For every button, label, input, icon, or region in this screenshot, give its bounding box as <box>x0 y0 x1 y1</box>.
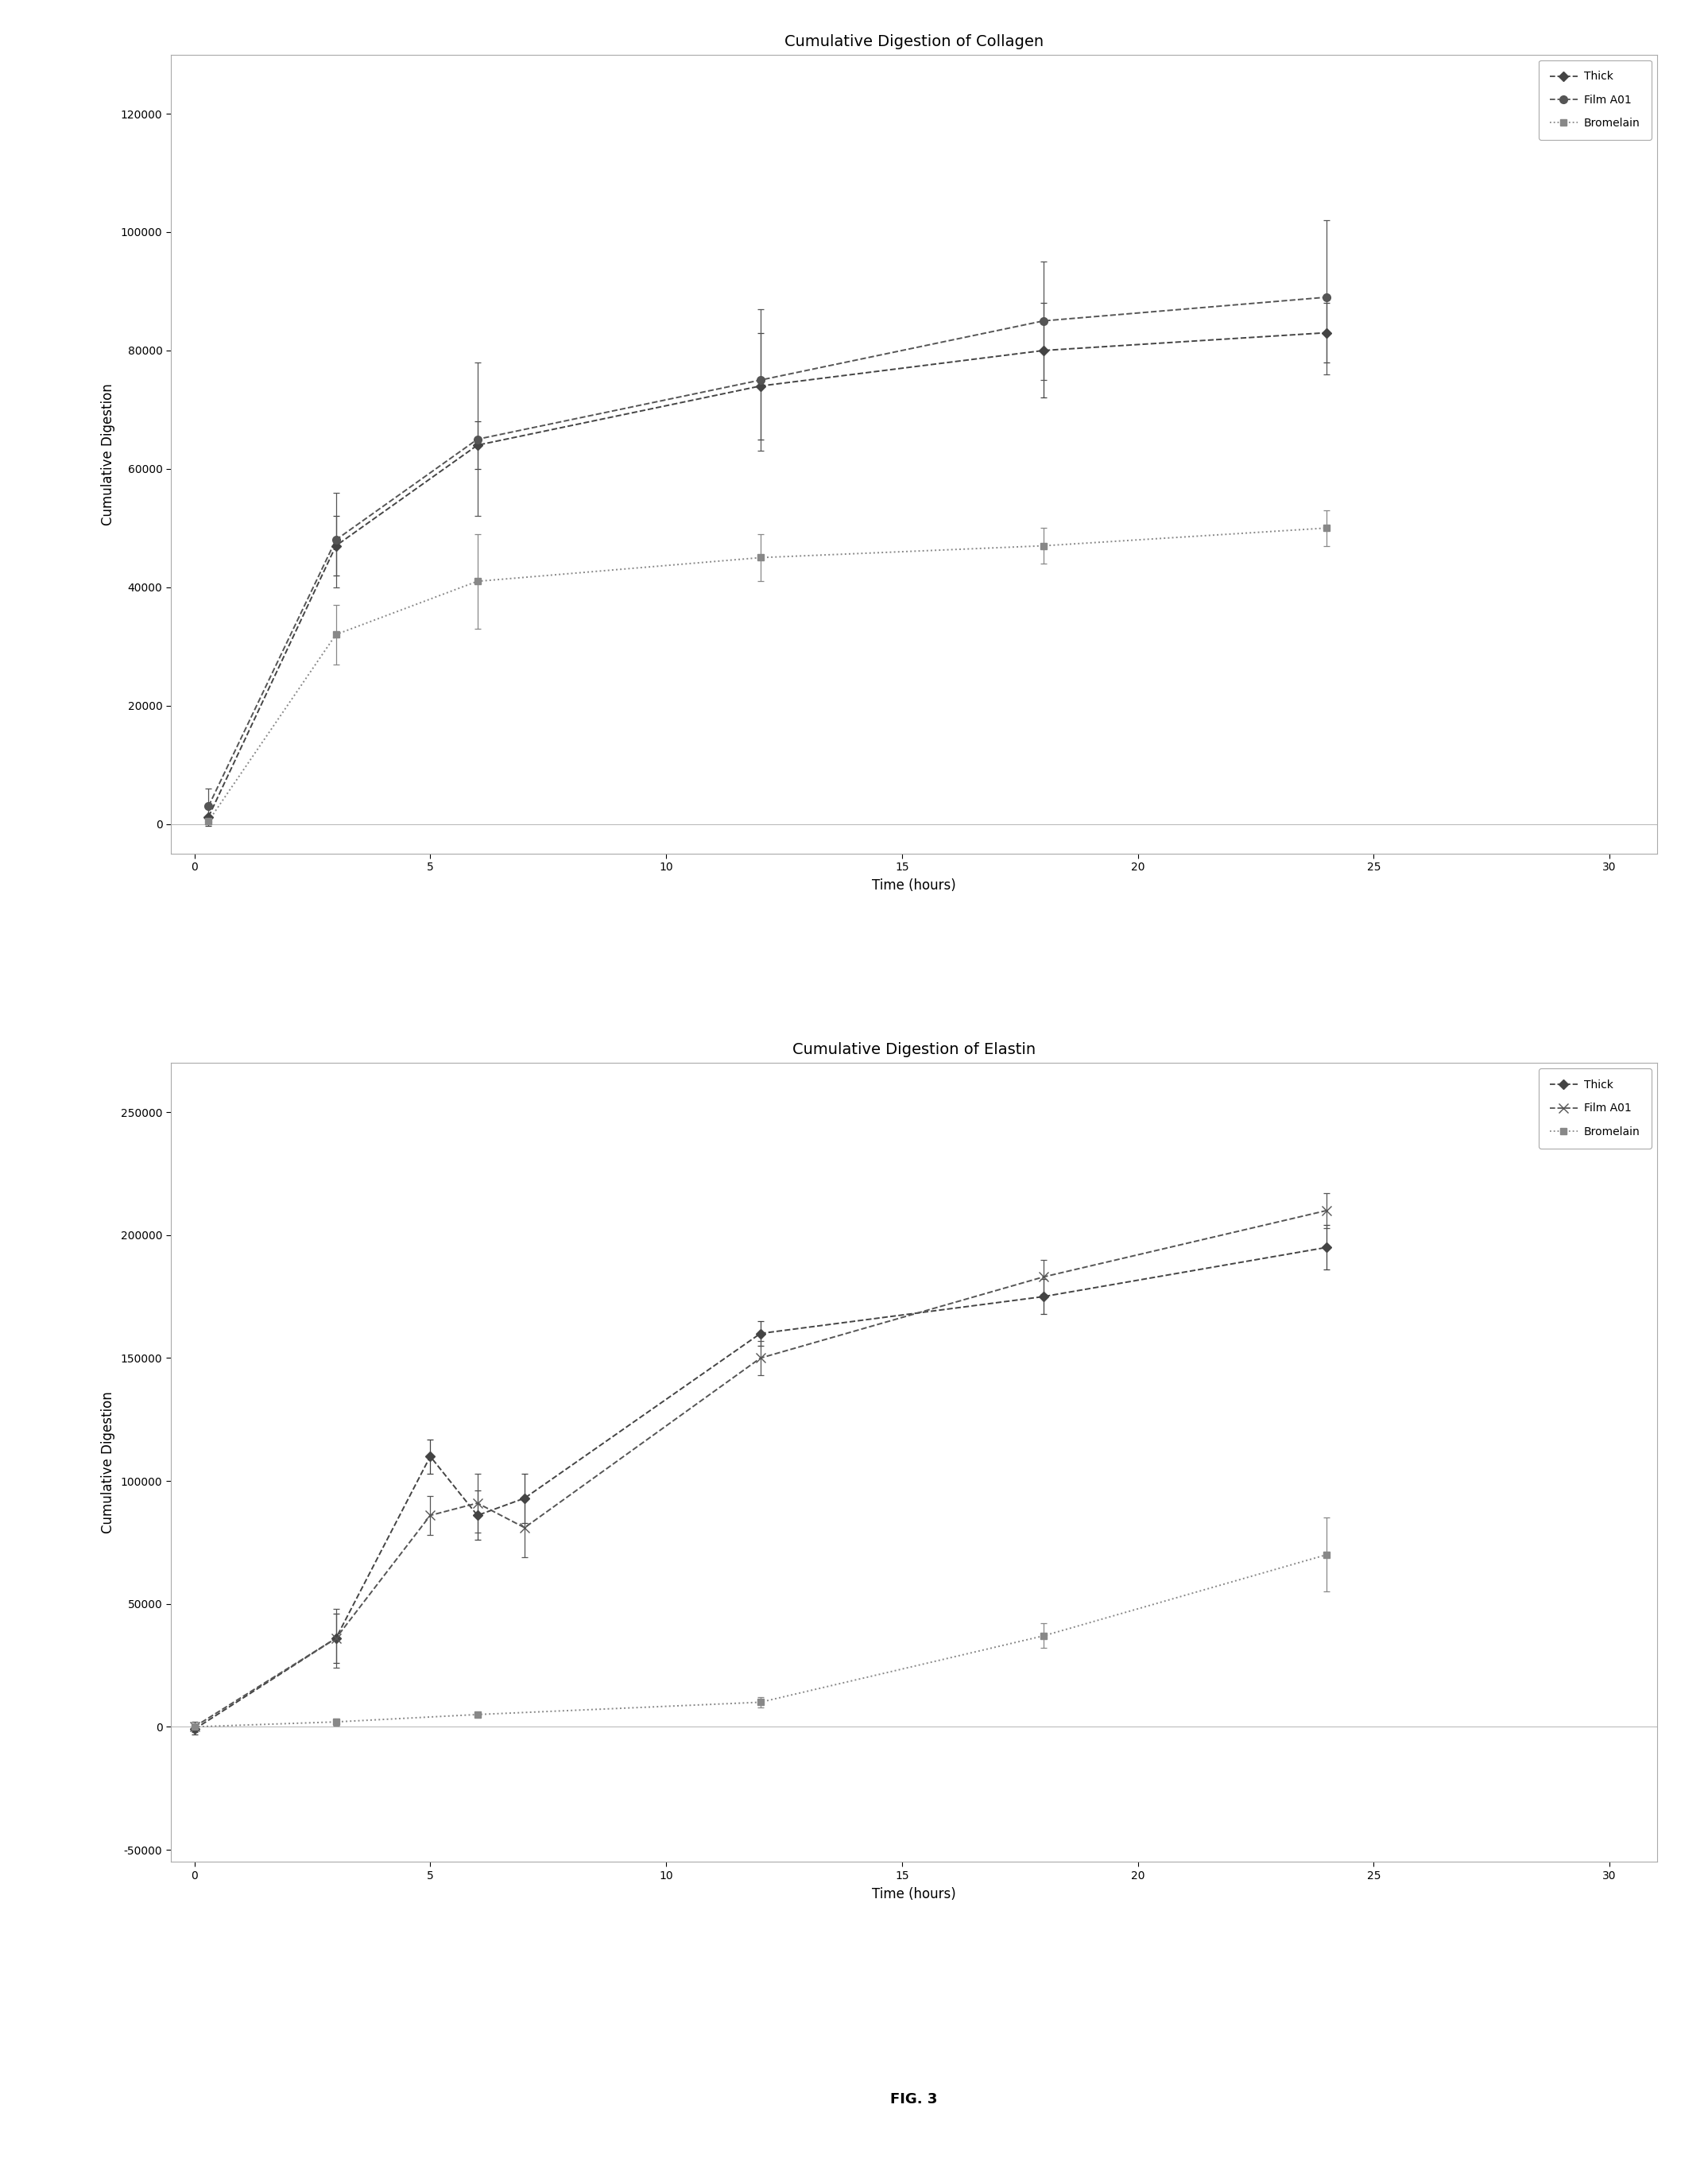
Title: Cumulative Digestion of Collagen: Cumulative Digestion of Collagen <box>784 33 1044 48</box>
Text: FIG. 3: FIG. 3 <box>890 2093 938 2106</box>
Y-axis label: Cumulative Digestion: Cumulative Digestion <box>101 1392 114 1534</box>
Title: Cumulative Digestion of Elastin: Cumulative Digestion of Elastin <box>793 1043 1035 1058</box>
Legend: Thick, Film A01, Bromelain: Thick, Film A01, Bromelain <box>1539 1069 1652 1148</box>
Legend: Thick, Film A01, Bromelain: Thick, Film A01, Bromelain <box>1539 61 1652 140</box>
X-axis label: Time (hours): Time (hours) <box>871 879 956 892</box>
X-axis label: Time (hours): Time (hours) <box>871 1887 956 1901</box>
Y-axis label: Cumulative Digestion: Cumulative Digestion <box>101 384 114 526</box>
